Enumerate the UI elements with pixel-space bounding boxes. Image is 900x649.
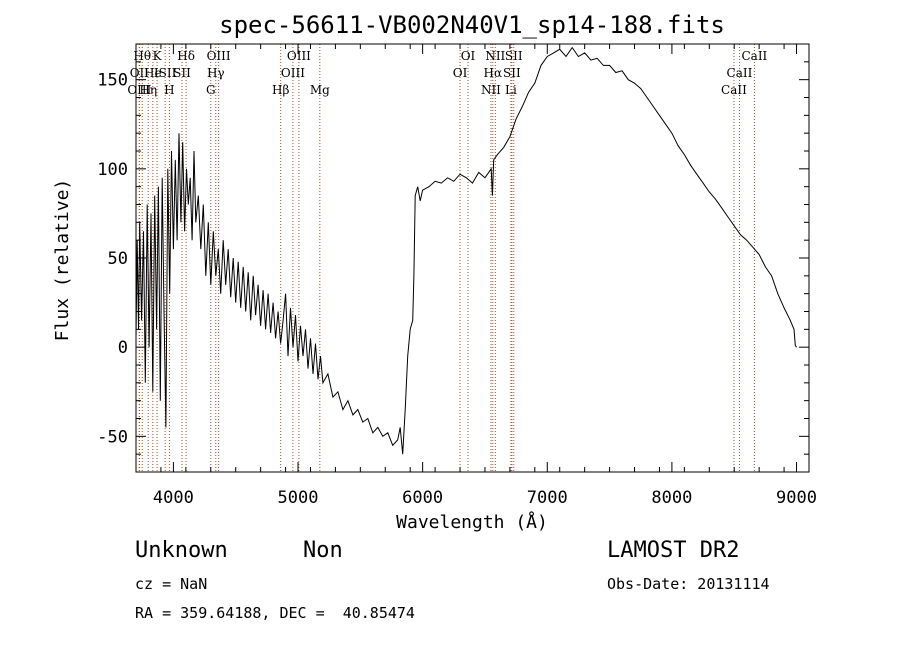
spectral-class: Unknown xyxy=(135,538,228,563)
spectral-line-labels: HθOIIOIIIHηHeKISIIHHδSIIGHγOIIIHβOIIIOII… xyxy=(127,49,767,97)
line-label-22: Li xyxy=(505,83,517,97)
line-label-1: OII xyxy=(130,66,150,80)
x-tick-label-3: 7000 xyxy=(527,488,568,508)
line-label-27: CaII xyxy=(741,49,767,63)
line-label-3: Hη xyxy=(139,83,157,97)
line-label-17: OI xyxy=(453,66,468,80)
survey-name: LAMOST DR2 xyxy=(607,538,740,563)
observation-date: Obs-Date: 20131114 xyxy=(607,575,770,593)
x-axis-label: Wavelength (Å) xyxy=(396,511,548,533)
line-label-21: NII xyxy=(485,49,505,63)
line-label-5: K xyxy=(153,49,163,63)
line-label-15: OIII xyxy=(287,49,311,63)
line-label-7: H xyxy=(164,83,174,97)
line-label-26: CaII xyxy=(727,66,753,80)
y-axis-ticks: -50 0 50 100 150 xyxy=(97,43,809,455)
line-label-9: SII xyxy=(173,66,191,80)
line-label-14: OIII xyxy=(281,66,305,80)
y-tick-label-3: 100 xyxy=(97,160,128,180)
line-label-6: ISII xyxy=(154,66,177,80)
spectral-line-markers xyxy=(138,44,755,472)
line-label-19: NII xyxy=(481,83,501,97)
line-label-20: Hα xyxy=(484,66,503,80)
line-label-8: Hδ xyxy=(177,49,195,63)
line-label-12: OIII xyxy=(207,49,231,63)
line-label-13: Hβ xyxy=(272,83,289,97)
y-tick-label-4: 150 xyxy=(97,71,128,91)
line-label-0: Hθ xyxy=(133,49,151,63)
y-tick-label-2: 50 xyxy=(108,249,128,269)
line-label-11: Hγ xyxy=(207,66,225,80)
x-tick-label-1: 5000 xyxy=(278,488,319,508)
line-label-16: Mg xyxy=(310,83,330,97)
line-label-2: OIII xyxy=(127,83,151,97)
line-label-4: He xyxy=(144,66,162,80)
spectrum-line xyxy=(135,46,797,455)
x-tick-label-2: 6000 xyxy=(402,488,443,508)
ra-dec-coordinates: RA = 359.64188, DEC = 40.85474 xyxy=(135,604,415,622)
y-axis-label: Flux (relative) xyxy=(52,179,73,342)
y-tick-label-0: -50 xyxy=(97,427,128,447)
x-tick-label-4: 8000 xyxy=(651,488,692,508)
line-label-23: SII xyxy=(503,66,521,80)
chart-title: spec-56611-VB002N40V1_sp14-188.fits xyxy=(219,11,725,39)
spectral-subclass: Non xyxy=(303,538,343,563)
x-tick-label-5: 9000 xyxy=(776,488,817,508)
y-tick-label-1: 0 xyxy=(118,338,128,358)
x-tick-label-0: 4000 xyxy=(153,488,194,508)
line-label-25: CaII xyxy=(721,83,747,97)
line-label-10: G xyxy=(206,83,216,97)
redshift-cz: cz = NaN xyxy=(135,575,208,593)
x-axis-ticks: 4000 5000 6000 7000 8000 9000 xyxy=(135,44,817,508)
line-label-18: OI xyxy=(461,49,476,63)
plot-frame xyxy=(135,43,810,473)
line-label-24: SII xyxy=(505,49,523,63)
